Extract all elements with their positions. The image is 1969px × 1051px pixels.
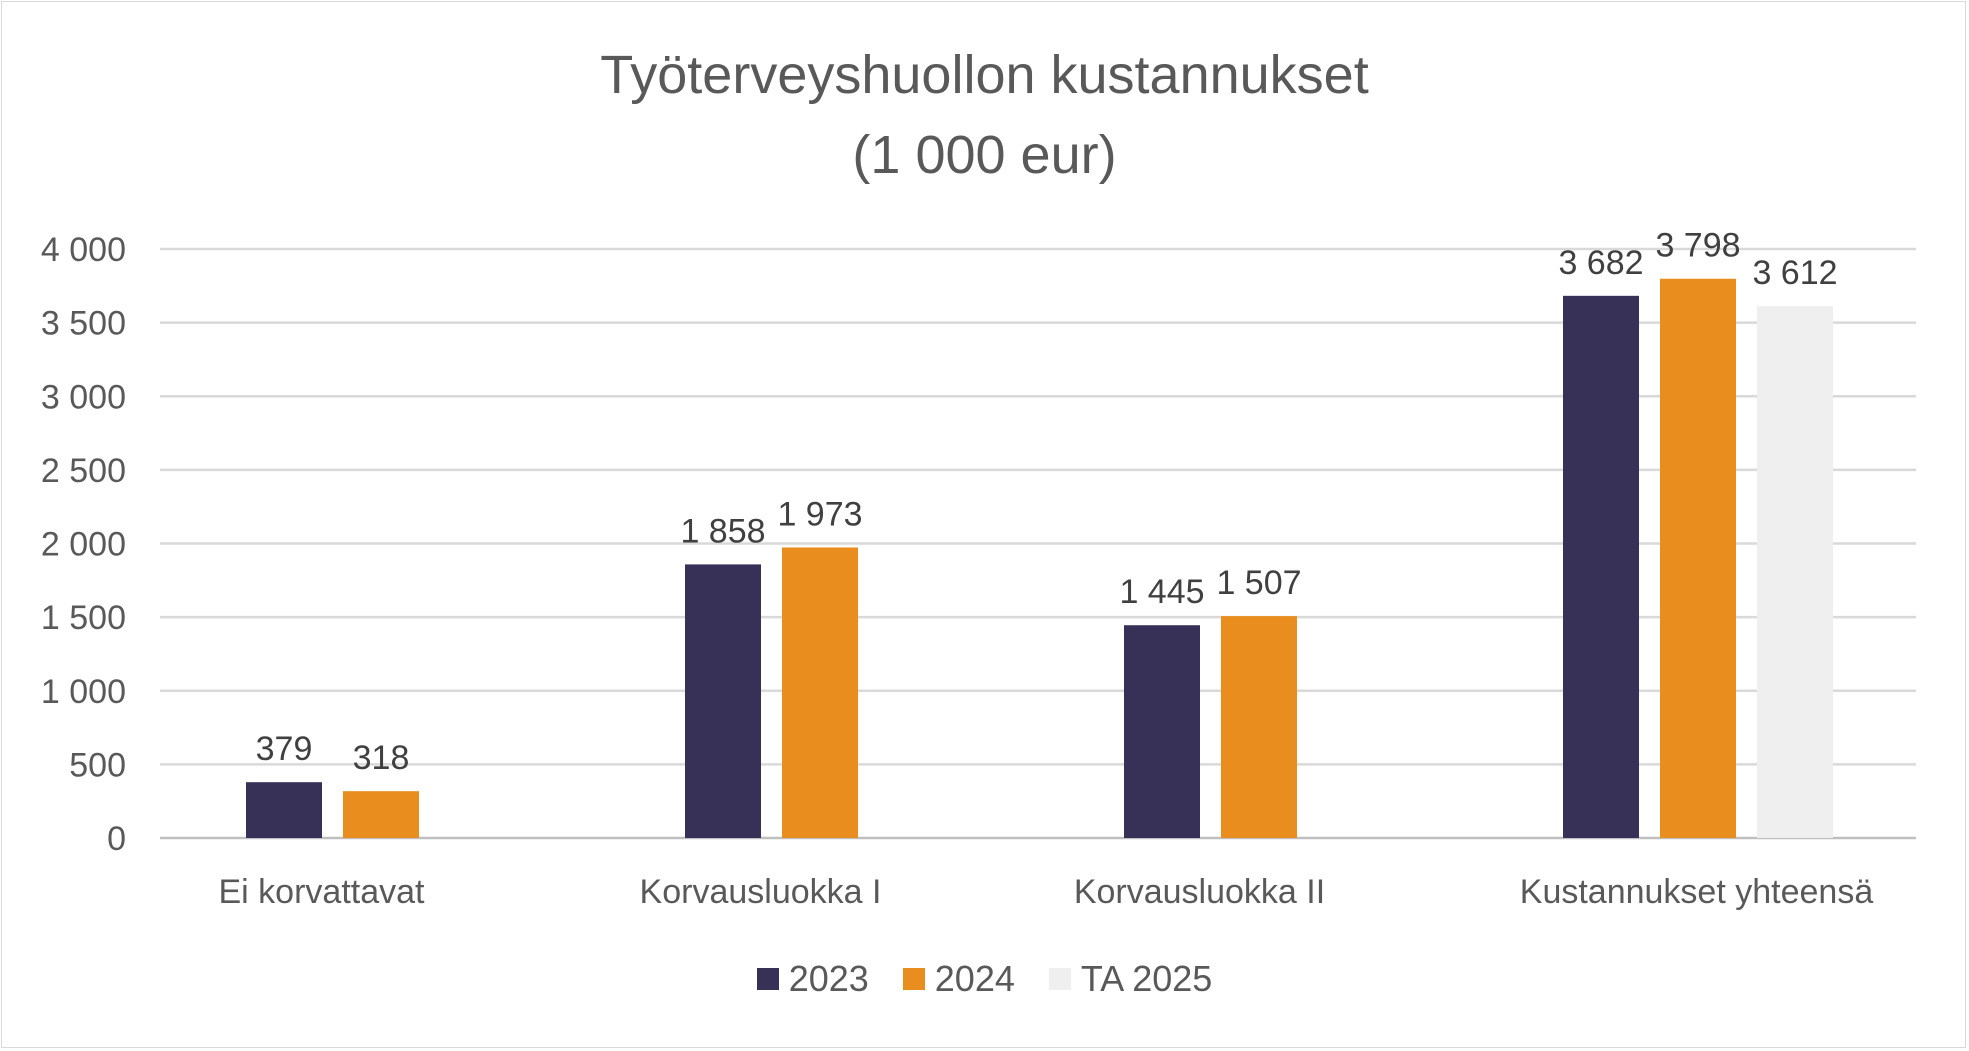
legend-item-2023: 2023 [756, 958, 869, 1000]
y-tick-label: 0 [107, 820, 126, 858]
data-label: 3 682 [1558, 244, 1643, 282]
bar [1660, 278, 1736, 838]
data-label: 318 [353, 739, 410, 777]
chart-title: Työterveyshuollon kustannukset [600, 45, 1369, 105]
legend: 2023 2024 TA 2025 [0, 958, 1969, 1000]
y-tick-label: 1 000 [41, 673, 126, 711]
bar [1221, 616, 1297, 838]
bar [1563, 295, 1639, 838]
data-label: 3 798 [1655, 227, 1740, 265]
x-tick-label: Ei korvattavat [219, 873, 426, 911]
y-tick-label: 3 500 [41, 305, 126, 343]
y-tick-label: 500 [69, 746, 126, 784]
x-tick-label: Korvausluokka II [1074, 873, 1325, 911]
bar [1757, 306, 1833, 838]
legend-label-2023: 2023 [788, 958, 869, 999]
data-label: 379 [256, 730, 313, 768]
legend-label-ta-2025: TA 2025 [1080, 958, 1213, 999]
legend-swatch-2023 [756, 968, 779, 990]
legend-swatch-ta-2025 [1048, 968, 1071, 990]
legend-item-ta-2025: TA 2025 [1048, 958, 1213, 1000]
x-tick-label: Kustannukset yhteensä [1520, 873, 1874, 911]
y-tick-label: 3 000 [41, 378, 126, 416]
bar [246, 782, 322, 838]
bar [685, 564, 761, 838]
y-tick-label: 2 500 [41, 452, 126, 490]
legend-swatch-2024 [902, 968, 925, 990]
y-tick-label: 1 500 [41, 599, 126, 637]
bar [343, 791, 419, 838]
chart-subtitle: (1 000 eur) [852, 125, 1117, 185]
data-label: 1 445 [1119, 573, 1204, 611]
y-tick-label: 2 000 [41, 526, 126, 564]
bar [1124, 625, 1200, 838]
bar [782, 547, 858, 838]
data-label: 1 973 [777, 495, 862, 533]
data-label: 3 612 [1752, 254, 1837, 292]
data-label: 1 858 [680, 512, 765, 550]
legend-item-2024: 2024 [902, 958, 1015, 1000]
x-tick-label: Korvausluokka I [640, 873, 882, 911]
y-tick-label: 4 000 [41, 231, 126, 269]
legend-label-2024: 2024 [934, 958, 1015, 999]
data-label: 1 507 [1216, 564, 1301, 602]
